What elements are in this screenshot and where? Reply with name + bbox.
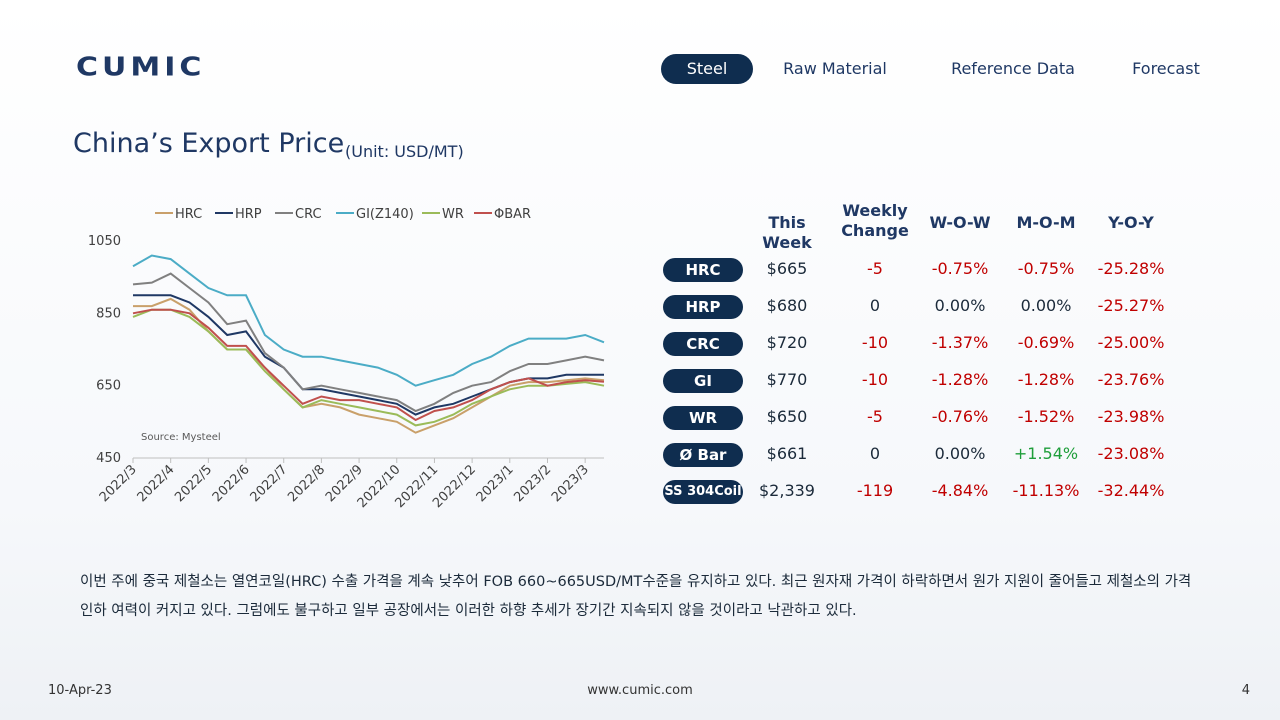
table-cell: 0.00% [1020,296,1072,315]
x-tick-label: 2022/6 [210,462,253,505]
row-label: HRC [663,258,743,282]
row-label: Ø Bar [663,443,743,467]
footer-page: 4 [1241,683,1250,698]
table-header: M-O-M [1016,213,1076,232]
legend-label: ΦBAR [494,207,531,222]
table-header: Y-O-Y [1108,213,1154,232]
row-label: GI [663,369,743,393]
footer-url: www.cumic.com [587,683,693,698]
row-label: SS 304Coil [663,480,743,504]
legend-label: CRC [295,207,322,222]
table-cell: -1.28% [1017,370,1075,389]
row-label: HRP [663,295,743,319]
table-cell: 0 [869,296,881,315]
table-cell: -4.84% [931,481,989,500]
table-cell: $2,339 [759,481,815,500]
y-tick-label: 1050 [88,234,121,249]
table-cell: -0.69% [1017,333,1075,352]
table-header: Weekly Change [841,201,909,240]
legend-label: HRP [235,207,262,222]
series-line [132,308,605,422]
x-tick-label: 2023/2 [511,462,554,505]
nav-tab[interactable]: Reference Data [951,59,1075,78]
table-cell: -0.75% [1017,259,1075,278]
logo: CUMIC [76,52,206,83]
chart: 45065085010502022/32022/42022/52022/6202… [88,207,605,511]
x-tick-label: 2023/1 [474,462,517,505]
table-header: This Week [762,213,812,252]
table-cell: 0 [869,444,881,463]
body-text: 이번 주에 중국 제철소는 열연코일(HRC) 수출 가격을 계속 낮추어 FO… [80,574,1192,619]
x-tick-label: 2022/7 [248,462,291,505]
table-cell: $680 [766,296,808,315]
y-tick-label: 650 [96,379,121,394]
series-line [132,308,605,427]
table-cell: -5 [867,259,883,278]
series-line [133,294,604,416]
table-cell: $650 [766,407,808,426]
table-cell: -0.75% [931,259,989,278]
legend-label: WR [442,207,464,222]
table-cell: -23.08% [1097,444,1165,463]
table-cell: $665 [766,259,808,278]
series-line [132,254,605,387]
series-line [132,272,605,413]
table-cell: +1.54% [1013,444,1079,463]
table-cell: 0.00% [934,296,986,315]
table-cell: 0.00% [934,444,986,463]
table-cell: -25.00% [1097,333,1165,352]
legend-label: GI(Z140) [356,207,414,222]
title: China’s Export Price [73,128,345,159]
table-cell: -23.98% [1097,407,1165,426]
y-tick-label: 450 [96,451,121,466]
x-tick-label: 2022/3 [97,462,140,505]
table-cell: $661 [766,444,808,463]
x-tick-label: 2023/3 [549,462,592,505]
source: Source: Mysteel [141,432,221,443]
table-cell: -1.52% [1017,407,1075,426]
table-cell: -1.28% [931,370,989,389]
table-cell: $770 [766,370,808,389]
nav-tab[interactable]: Steel [661,54,753,84]
x-tick-label: 2022/5 [172,462,215,505]
y-tick-label: 850 [96,306,121,321]
table-header: W-O-W [929,213,991,232]
table-cell: -1.37% [931,333,989,352]
table-cell: -5 [867,407,883,426]
table-cell: -0.76% [931,407,989,426]
table-cell: -10 [861,333,889,352]
row-label: WR [663,406,743,430]
unit: (Unit: USD/MT) [345,142,464,161]
table-cell: -23.76% [1097,370,1165,389]
x-tick-label: 2022/4 [135,462,178,505]
legend-label: HRC [175,207,202,222]
table-cell: -10 [861,370,889,389]
table-cell: -119 [856,481,894,500]
nav-tab[interactable]: Raw Material [783,59,887,78]
table-cell: -25.27% [1097,296,1165,315]
x-tick-label: 2022/8 [285,462,328,505]
nav-tab[interactable]: Forecast [1132,59,1200,78]
table-cell: -25.28% [1097,259,1165,278]
table-cell: -32.44% [1097,481,1165,500]
footer-date: 10-Apr-23 [48,683,112,698]
row-label: CRC [663,332,743,356]
table-cell: -11.13% [1012,481,1080,500]
table-cell: $720 [766,333,808,352]
